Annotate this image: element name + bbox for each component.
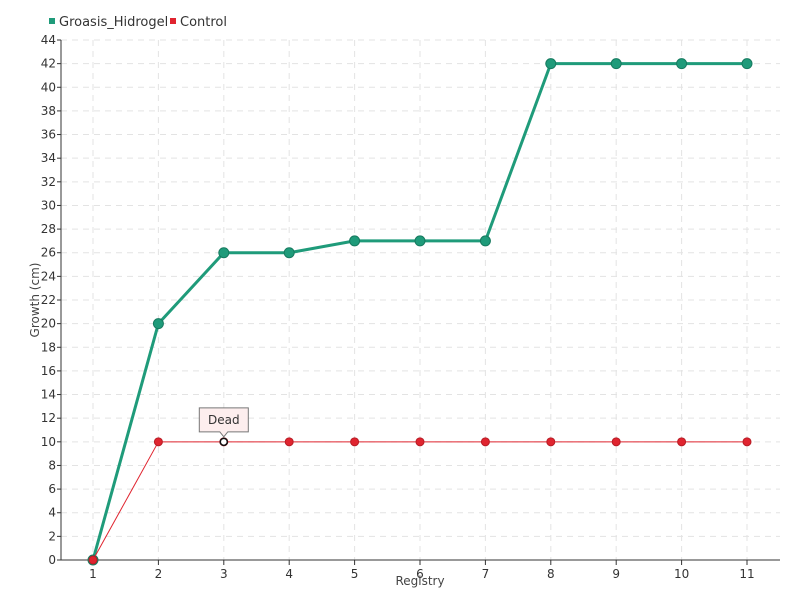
data-point[interactable] (284, 437, 294, 447)
data-point[interactable] (152, 318, 164, 330)
x-tick-label: 2 (155, 567, 163, 581)
x-ticks: 1 2 3 4 5 6 7 8 9 10 11 (89, 560, 755, 581)
data-point[interactable] (479, 235, 491, 247)
legend-swatch-0 (49, 18, 55, 24)
y-tick-label: 14 (41, 388, 56, 402)
data-point[interactable] (283, 247, 295, 259)
y-tick-label: 36 (41, 128, 56, 142)
x-tick-label: 3 (220, 567, 228, 581)
y-tick-label: 40 (41, 80, 56, 94)
x-tick-label: 1 (89, 567, 97, 581)
x-tick-label: 5 (351, 567, 359, 581)
data-point[interactable] (611, 437, 621, 447)
data-point[interactable] (610, 58, 622, 70)
data-point[interactable] (480, 437, 490, 447)
data-point[interactable] (218, 247, 230, 259)
grid (61, 39, 780, 560)
legend-label-0: Groasis_Hidrogel (59, 15, 168, 30)
x-tick-label: 11 (739, 567, 754, 581)
data-point[interactable] (741, 58, 753, 70)
y-tick-label: 34 (41, 151, 56, 165)
legend-item-0[interactable]: Groasis_Hidrogel (49, 15, 168, 30)
legend-item-1[interactable]: Control (170, 15, 227, 30)
legend-label-1: Control (180, 15, 227, 30)
x-tick-label: 8 (547, 567, 555, 581)
data-point[interactable] (349, 235, 361, 247)
data-point[interactable] (545, 58, 557, 70)
x-tick-label: 6 (416, 567, 424, 581)
data-point[interactable] (415, 437, 425, 447)
annotation-label: Dead (208, 413, 240, 427)
y-tick-label: 24 (41, 269, 56, 283)
x-axis-title: Registry (395, 574, 444, 588)
y-ticks: 0246810121416182022242628303234363840424… (41, 33, 61, 567)
y-tick-label: 32 (41, 175, 56, 189)
y-tick-label: 10 (41, 435, 56, 449)
y-tick-label: 44 (41, 33, 56, 47)
x-tick-label: 4 (285, 567, 293, 581)
data-point[interactable] (88, 555, 98, 565)
data-point[interactable] (350, 437, 360, 447)
y-tick-label: 28 (41, 222, 56, 236)
series-0 (87, 58, 753, 566)
data-point[interactable] (742, 437, 752, 447)
y-axis-title: Growth (cm) (28, 263, 42, 338)
annotations: Dead (198, 407, 249, 447)
y-tick-label: 8 (48, 458, 56, 472)
legend: Groasis_Hidrogel Control (49, 15, 227, 30)
x-tick-label: 10 (674, 567, 689, 581)
y-tick-label: 30 (41, 198, 56, 212)
series-1 (88, 437, 752, 565)
data-point[interactable] (677, 437, 687, 447)
y-tick-label: 2 (48, 529, 56, 543)
data-point[interactable] (153, 437, 163, 447)
annotation-marker (219, 437, 229, 447)
y-tick-label: 4 (48, 506, 56, 520)
x-tick-label: 7 (482, 567, 490, 581)
y-tick-label: 26 (41, 246, 56, 260)
data-point[interactable] (676, 58, 688, 70)
y-tick-label: 20 (41, 317, 56, 331)
y-tick-label: 18 (41, 340, 56, 354)
y-tick-label: 0 (48, 553, 56, 567)
y-tick-label: 42 (41, 57, 56, 71)
data-point[interactable] (546, 437, 556, 447)
y-tick-label: 22 (41, 293, 56, 307)
annotation-box (198, 407, 249, 438)
y-tick-label: 12 (41, 411, 56, 425)
y-tick-label: 16 (41, 364, 56, 378)
data-point[interactable] (414, 235, 426, 247)
y-tick-label: 38 (41, 104, 56, 118)
y-tick-label: 6 (48, 482, 56, 496)
x-tick-label: 9 (612, 567, 620, 581)
legend-swatch-1 (170, 18, 176, 24)
